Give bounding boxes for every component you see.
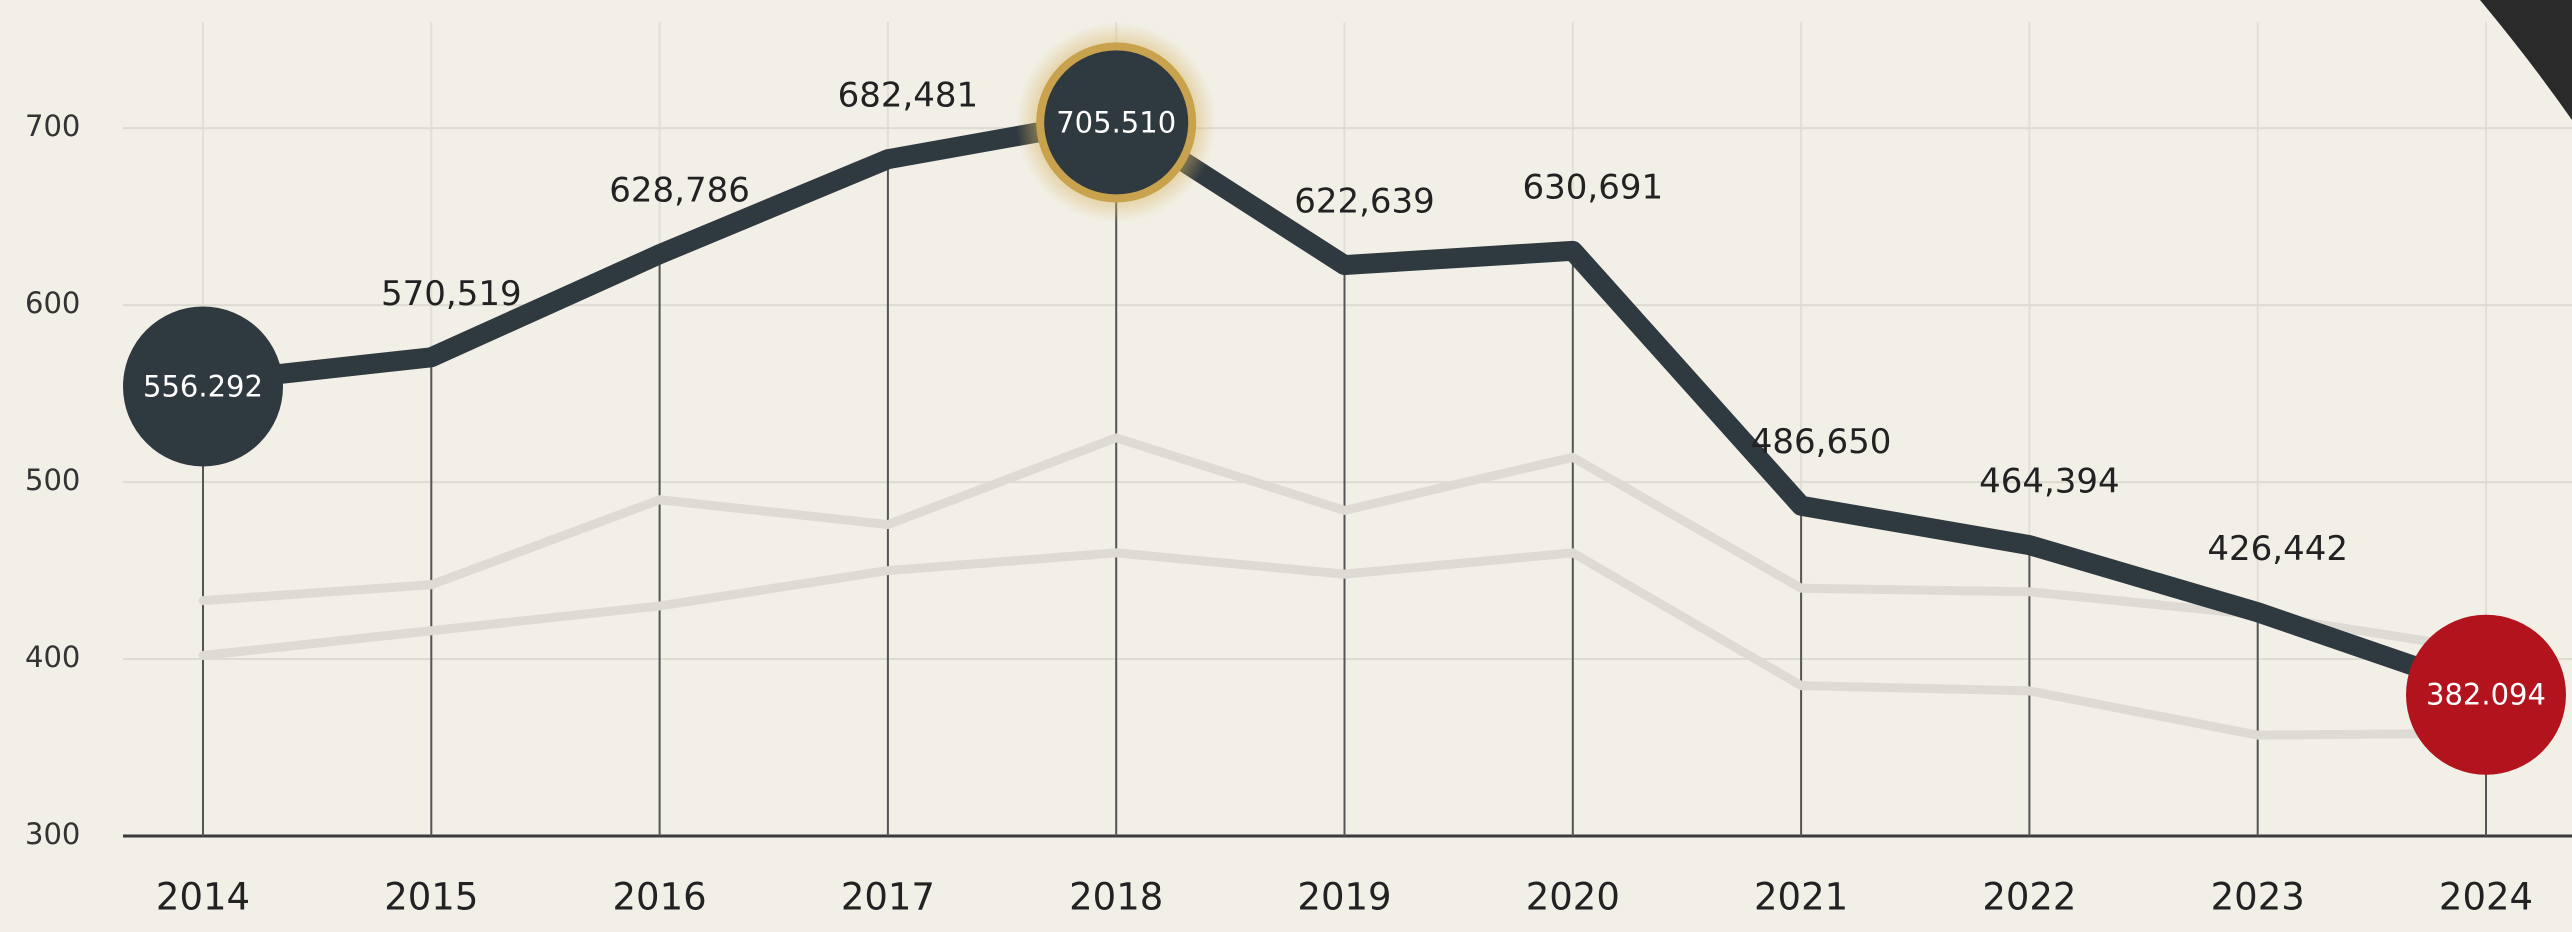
x-tick-label: 2023 [2211, 876, 2305, 919]
y-tick-label: 400 [25, 640, 80, 674]
x-tick-label: 2015 [384, 876, 478, 919]
callout-label: 556.292 [143, 369, 263, 403]
callout-point [123, 306, 283, 467]
x-tick-label: 2014 [156, 876, 250, 919]
data-label: 426,442 [2207, 529, 2348, 569]
corner-decoration [2480, 0, 2572, 120]
data-label: 622,639 [1294, 182, 1435, 222]
data-label: 570,519 [381, 274, 522, 314]
callout-point [2406, 614, 2566, 775]
main-line [193, 108, 2496, 701]
data-label: 630,691 [1522, 167, 1663, 207]
y-tick-label: 300 [25, 817, 80, 851]
x-tick-label: 2017 [841, 876, 935, 919]
data-label: 628,786 [609, 171, 750, 211]
callout-point [1044, 50, 1189, 195]
y-tick-label: 600 [25, 286, 80, 320]
x-tick-label: 2024 [2439, 876, 2533, 919]
x-tick-label: 2020 [1526, 876, 1620, 919]
x-tick-label: 2022 [1982, 876, 2076, 919]
x-tick-label: 2016 [613, 876, 707, 919]
background-line [198, 433, 2491, 655]
x-tick-label: 2019 [1297, 876, 1391, 919]
callout-label: 705.510 [1056, 105, 1176, 139]
background-line [198, 548, 2491, 740]
x-tick-label: 2021 [1754, 876, 1848, 919]
data-label: 486,650 [1751, 422, 1892, 462]
data-label: 464,394 [1979, 462, 2120, 502]
data-label: 682,481 [838, 76, 979, 116]
y-tick-label: 700 [25, 109, 80, 143]
x-tick-label: 2018 [1069, 876, 1163, 919]
callout-label: 382.094 [2426, 678, 2546, 712]
y-tick-label: 500 [25, 463, 80, 497]
